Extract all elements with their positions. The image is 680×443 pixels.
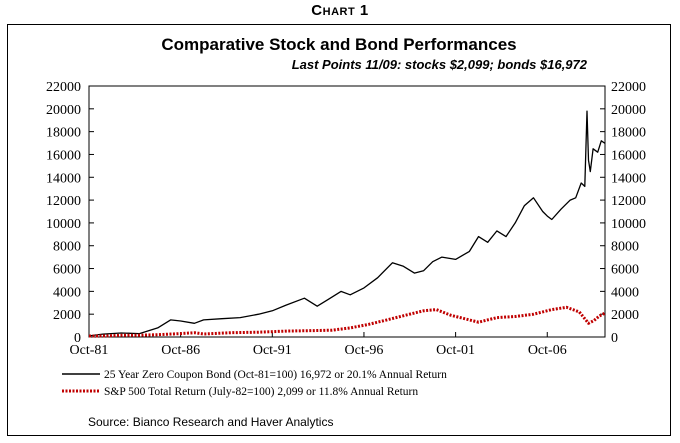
source-note: Source: Bianco Research and Haver Analyt… — [88, 415, 333, 429]
y-tick-label-right-1: 2000 — [611, 308, 639, 323]
y-tick-label-right-10: 20000 — [611, 103, 646, 118]
y-tick-label-right-2: 4000 — [611, 285, 639, 300]
y-tick-label-left-2: 4000 — [53, 285, 81, 300]
y-tick-label-left-4: 8000 — [53, 240, 81, 255]
chart-frame — [7, 24, 671, 436]
y-tick-label-left-9: 18000 — [46, 126, 81, 141]
chart-heading: Chart 1 — [311, 2, 369, 19]
y-tick-label-right-0: 0 — [611, 331, 618, 346]
x-tick-label-4: Oct-01 — [436, 343, 475, 358]
x-axis: Oct-81 Oct-86 Oct-91 Oct-96 Oct-01 Oct-06 — [70, 332, 567, 358]
legend-label-bond: 25 Year Zero Coupon Bond (Oct-81=100) 16… — [104, 369, 447, 381]
y-tick-label-right-3: 6000 — [611, 263, 639, 278]
y-tick-label-left-3: 6000 — [53, 263, 81, 278]
chart-title: Comparative Stock and Bond Performances — [161, 35, 516, 54]
x-tick-label-1: Oct-86 — [161, 343, 200, 358]
series-layer — [88, 110, 606, 338]
y-tick-label-left-5: 10000 — [46, 217, 81, 232]
x-tick-label-0: Oct-81 — [70, 343, 109, 358]
series-line-sp500 — [88, 305, 606, 338]
y-tick-label-left-1: 2000 — [53, 308, 81, 323]
y-tick-label-right-6: 12000 — [611, 194, 646, 209]
y-tick-label-left-0: 0 — [74, 331, 81, 346]
y-tick-label-left-10: 20000 — [46, 103, 81, 118]
x-tick-label-3: Oct-96 — [345, 343, 384, 358]
y-axis-left: 0 2000 4000 6000 8000 10000 12000 14000 16000 180… — [46, 80, 94, 346]
y-tick-label-right-4: 8000 — [611, 240, 639, 255]
y-tick-label-right-9: 18000 — [611, 126, 646, 141]
x-tick-label-5: Oct-06 — [528, 343, 567, 358]
y-tick-label-left-7: 14000 — [46, 171, 81, 186]
x-tick-label-2: Oct-91 — [253, 343, 292, 358]
legend-label-sp500: S&P 500 Total Return (July-82=100) 2,099… — [104, 386, 418, 398]
y-tick-label-left-8: 16000 — [46, 148, 81, 163]
y-tick-label-right-11: 22000 — [611, 80, 646, 95]
chart-subtitle: Last Points 11/09: stocks $2,099; bonds … — [292, 57, 588, 72]
y-tick-label-right-5: 10000 — [611, 217, 646, 232]
y-tick-label-left-6: 12000 — [46, 194, 81, 209]
y-axis-right: 0 2000 4000 6000 8000 10000 12000 14000 16000 180… — [600, 80, 646, 346]
plot-area — [88, 85, 606, 338]
series-line-bond — [88, 110, 606, 337]
y-tick-label-left-11: 22000 — [46, 80, 81, 95]
y-tick-label-right-8: 16000 — [611, 148, 646, 163]
y-tick-label-right-7: 14000 — [611, 171, 646, 186]
